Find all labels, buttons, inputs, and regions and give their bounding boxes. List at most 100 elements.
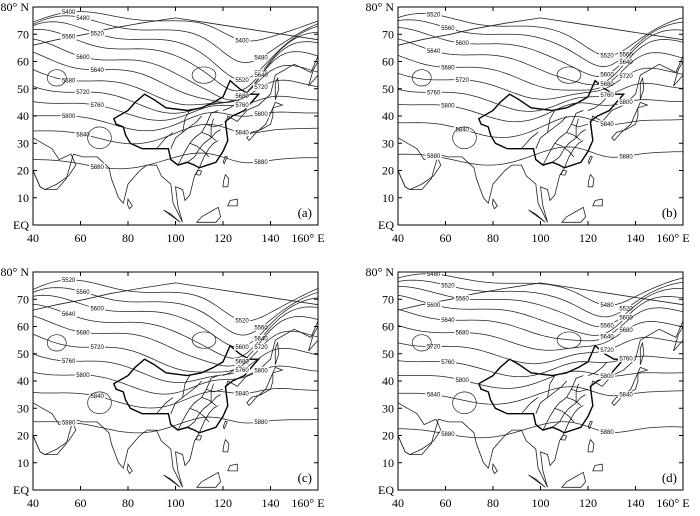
coastline — [560, 434, 568, 441]
contour-label-bg — [253, 343, 269, 351]
contour-label-bg — [234, 316, 250, 324]
lat-tick-label: 20 — [17, 429, 29, 443]
contour-label-bg — [234, 36, 250, 44]
contour-label: 5560 — [62, 35, 76, 41]
province-boundary — [542, 110, 584, 166]
contour-label: 5880 — [619, 154, 633, 160]
province-boundary — [587, 361, 608, 376]
contour-label: 5600 — [235, 345, 249, 351]
contour-label: 5800 — [254, 368, 268, 374]
province-boundary — [177, 375, 219, 431]
contour-label: 5600 — [427, 303, 441, 309]
province-boundary — [210, 118, 214, 138]
lat-tick-label: 20 — [17, 164, 29, 178]
contour-label: 5680 — [455, 331, 469, 337]
lon-tick-label: 120 — [579, 496, 597, 510]
contour-label: 5520 — [235, 78, 249, 84]
province-boundary — [201, 397, 217, 406]
province-boundary — [563, 140, 584, 168]
contour-label-bg — [599, 120, 615, 128]
province-boundary — [563, 405, 584, 433]
contour-label: 5640 — [441, 318, 455, 324]
province-boundary — [521, 132, 539, 149]
contour-label: 5560 — [76, 290, 90, 296]
contour-label-bg — [425, 342, 442, 350]
province-boundary — [547, 380, 567, 398]
closed-contour — [46, 334, 67, 352]
lon-tick-label: 100 — [167, 231, 185, 245]
lat-tick-label: 40 — [382, 109, 394, 123]
province-boundary — [206, 123, 224, 128]
height-contour — [33, 330, 318, 373]
contour-label: 5600 — [619, 315, 633, 321]
contour-label: 5840 — [90, 394, 104, 400]
contour-label: 5720 — [76, 90, 90, 96]
height-contour — [398, 115, 683, 138]
province-boundary — [535, 375, 556, 414]
contour-label-bg — [89, 343, 106, 351]
lon-tick-label: 60 — [440, 231, 452, 245]
lon-tick-label: 160° E — [656, 496, 689, 510]
contour-label: 5800 — [441, 104, 455, 110]
coastline — [222, 155, 228, 165]
lon-tick-label: 160° E — [291, 231, 324, 245]
province-boundary — [571, 388, 589, 393]
contour-label-bg — [253, 323, 269, 331]
map-panel: 5480548055205520556055605600560056405640… — [366, 265, 690, 510]
height-contour — [398, 337, 683, 365]
contour-label: 5680 — [619, 328, 633, 334]
lat-tick-label: 30 — [17, 401, 29, 415]
lat-tick-label: 50 — [17, 82, 29, 96]
coastline — [33, 282, 318, 488]
lat-tick-label: 20 — [382, 164, 394, 178]
coastline — [673, 325, 683, 352]
contour-label-bg — [60, 357, 77, 365]
closed-contour — [411, 69, 432, 87]
contour-label-bg — [439, 430, 456, 438]
height-contour — [33, 388, 318, 409]
contour-label: 5800 — [619, 100, 633, 106]
lon-tick-label: 40 — [392, 496, 404, 510]
contour-label-bg — [425, 152, 442, 160]
contour-label-bg — [253, 418, 269, 426]
contour-label-bg — [454, 39, 471, 47]
contour-label: 5720 — [254, 85, 268, 91]
coastline — [560, 169, 568, 176]
height-contour — [398, 294, 683, 336]
contour-label-bg — [234, 343, 250, 351]
province-boundary — [554, 142, 575, 158]
contour-label: 5680 — [62, 78, 76, 84]
contour-label: 5640 — [619, 60, 633, 66]
contour-label-bg — [454, 376, 471, 384]
contour-label-bg — [89, 163, 106, 171]
contour-label-bg — [253, 158, 269, 166]
lat-tick-label: 30 — [382, 401, 394, 415]
height-contour — [398, 321, 683, 351]
lon-tick-label: 60 — [75, 231, 87, 245]
contour-label: 5760 — [235, 103, 249, 109]
lat-tick-label: 40 — [382, 374, 394, 388]
panel-label: (a) — [298, 205, 312, 220]
height-contour — [33, 365, 318, 395]
contour-label-bg — [599, 428, 615, 436]
panel-label: (c) — [298, 470, 312, 485]
contour-label-bg — [60, 276, 77, 284]
coastline — [528, 474, 546, 488]
coastline — [33, 137, 77, 191]
lat-tick-label: 10 — [17, 456, 29, 470]
lon-tick-label: 80 — [122, 496, 134, 510]
coastline — [611, 101, 649, 142]
contour-label: 5880 — [600, 430, 614, 436]
panel-frame — [32, 271, 319, 491]
contour-label: 5840 — [427, 393, 441, 399]
contour-label: 5680 — [235, 94, 249, 100]
contour-label-bg — [618, 391, 634, 399]
contour-label: 5640 — [62, 312, 76, 318]
contour-label: 5480 — [600, 303, 614, 309]
province-boundary — [189, 142, 210, 158]
lat-tick-label: 80° N — [366, 0, 395, 14]
contour-label-bg — [60, 418, 77, 426]
contour-label-bg — [74, 14, 91, 22]
contour-label-bg — [234, 76, 250, 84]
